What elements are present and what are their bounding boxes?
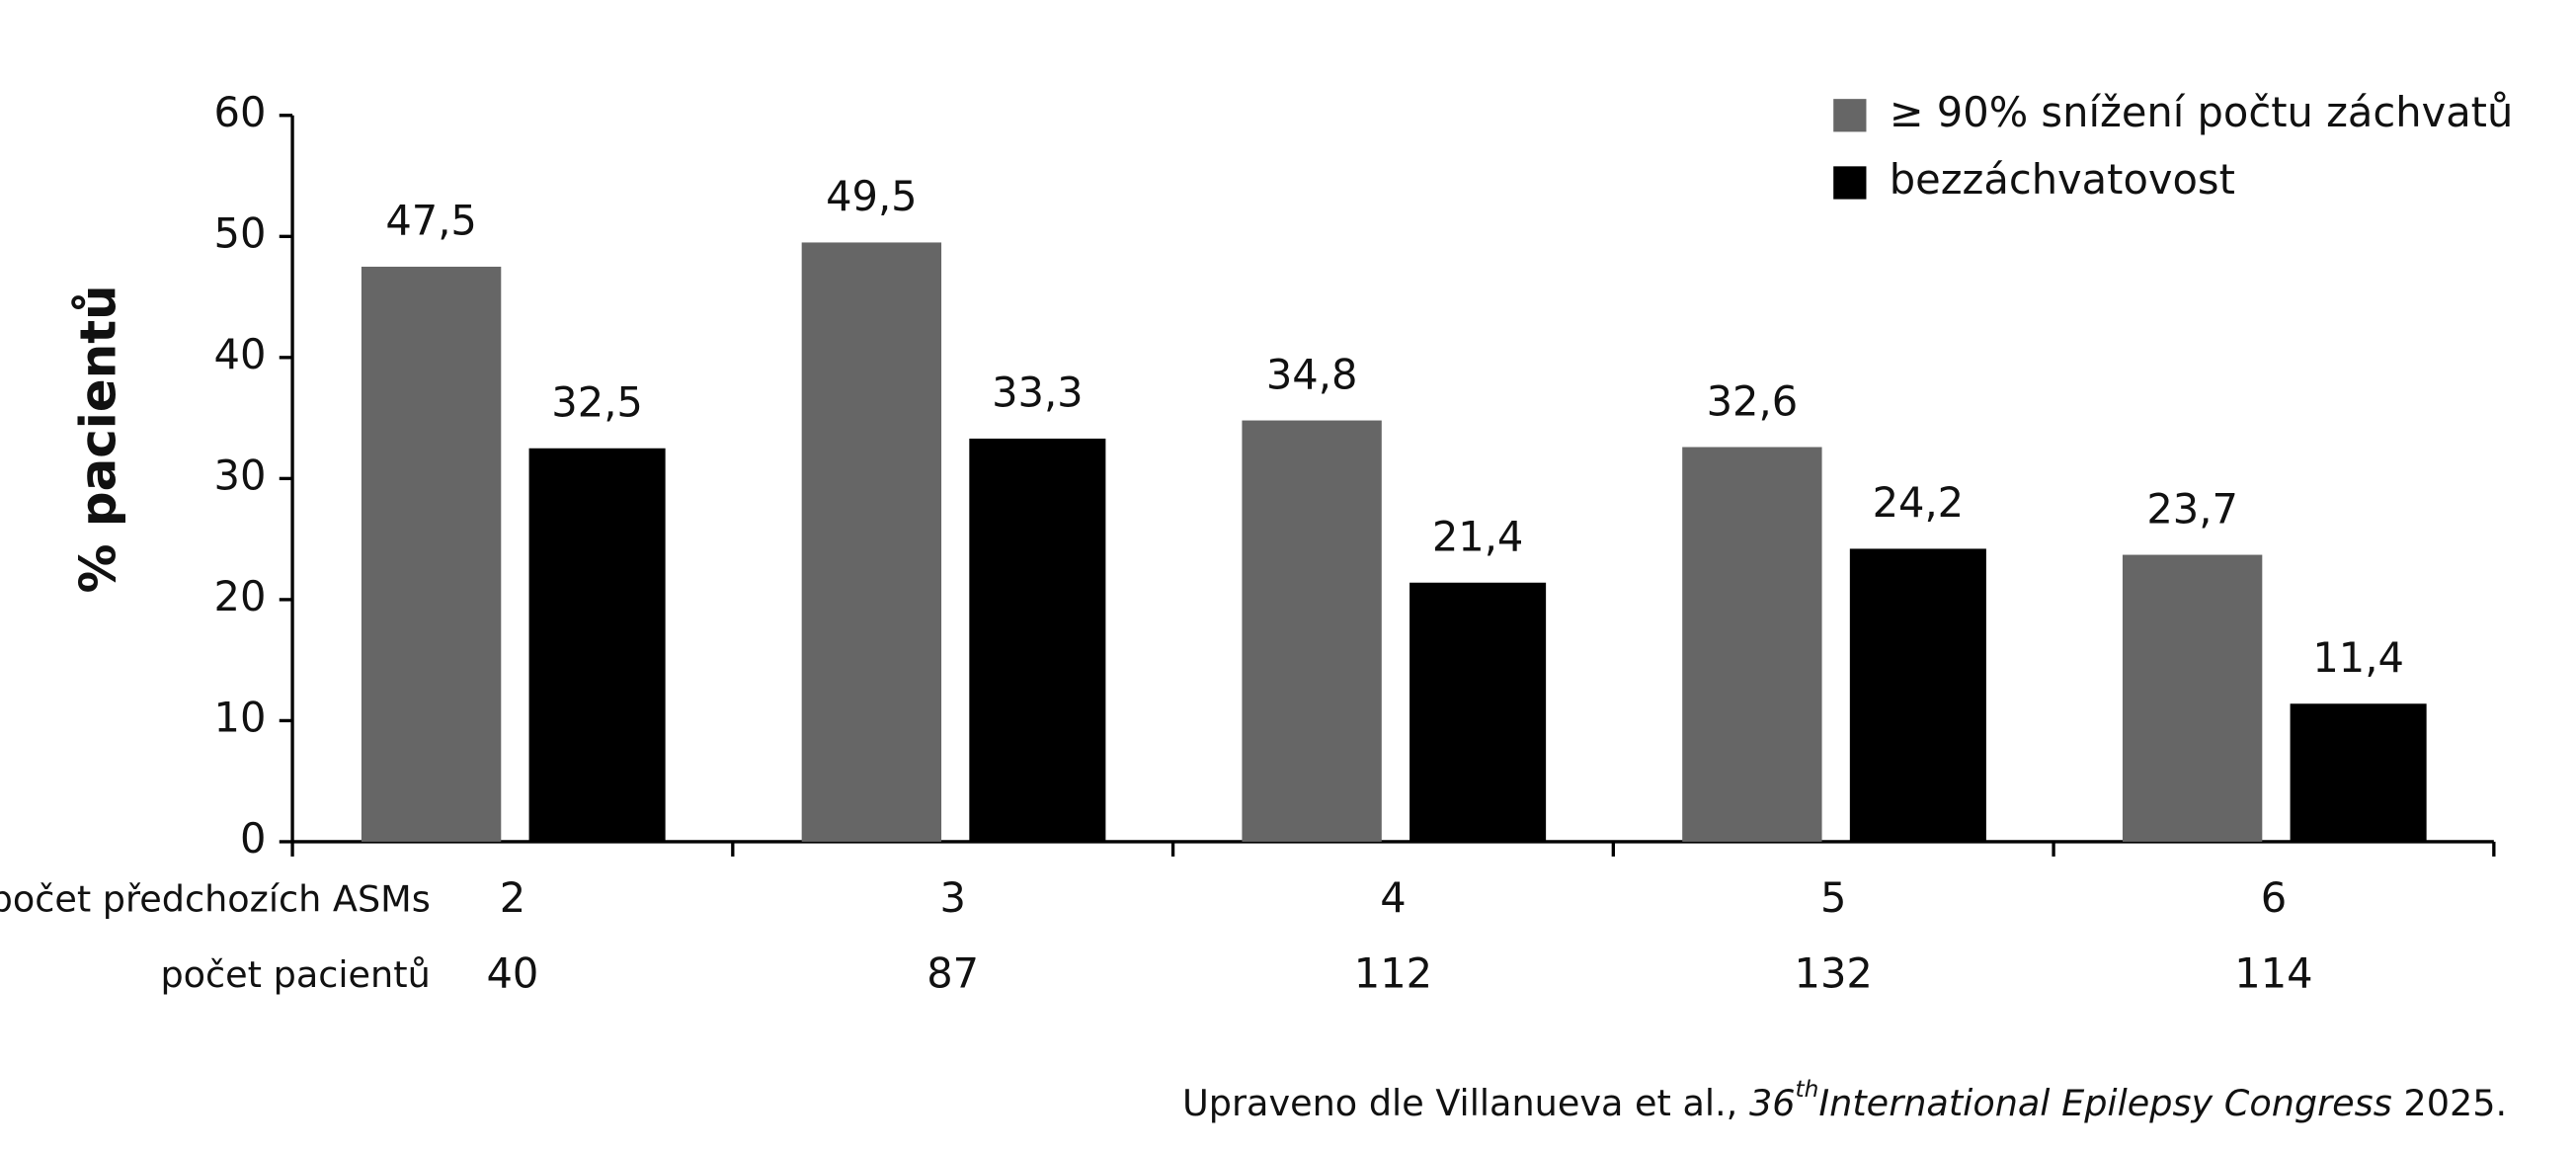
y-tick-label: 40 — [214, 330, 267, 378]
x-tick-label: 5 — [1820, 873, 1846, 922]
x-tick-label: 3 — [939, 873, 965, 922]
bar — [1242, 420, 1382, 842]
x-tick-label: 6 — [2261, 873, 2287, 922]
row-label: počet pacientů — [160, 953, 430, 996]
data-label: 47,5 — [385, 197, 477, 245]
data-label: 24,2 — [1873, 478, 1965, 527]
bar — [2122, 554, 2263, 842]
data-label: 34,8 — [1266, 350, 1358, 398]
y-tick-label: 50 — [214, 208, 267, 257]
bar — [528, 448, 666, 842]
data-label: 21,4 — [1432, 512, 1524, 560]
x-tick-label: 2 — [500, 873, 525, 922]
patient-count: 87 — [926, 948, 979, 997]
data-label: 11,4 — [2312, 633, 2404, 682]
data-label: 32,5 — [551, 377, 643, 426]
data-label: 32,6 — [1707, 376, 1799, 425]
legend-label: ≥ 90% snížení počtu záchvatů — [1890, 88, 2514, 136]
patient-count: 40 — [486, 948, 538, 997]
y-axis-title: % pacientů — [70, 285, 127, 593]
row-label: počet předchozích ASMs — [0, 877, 431, 920]
y-tick-label: 30 — [214, 451, 267, 499]
data-label: 33,3 — [992, 369, 1084, 417]
y-tick-label: 20 — [214, 572, 267, 620]
legend-swatch — [1833, 166, 1867, 200]
y-tick-label: 10 — [214, 693, 267, 741]
y-tick-label: 0 — [240, 814, 266, 863]
patient-count: 132 — [1795, 948, 1873, 997]
patient-count: 112 — [1354, 948, 1432, 997]
bar — [969, 438, 1106, 842]
bar — [1849, 548, 1986, 842]
bar — [1682, 447, 1822, 842]
x-tick-label: 4 — [1380, 873, 1406, 922]
legend-swatch — [1833, 99, 1867, 132]
data-label: 49,5 — [826, 172, 918, 220]
source-note: Upraveno dle Villanueva et al., 36thInte… — [1182, 1076, 2507, 1124]
data-label: 23,7 — [2146, 484, 2238, 533]
bar — [2290, 703, 2427, 842]
y-tick-label: 60 — [214, 88, 267, 136]
bar — [801, 242, 942, 842]
patient-count: 114 — [2234, 948, 2312, 997]
legend-label: bezzáchvatovost — [1890, 155, 2235, 204]
bar — [361, 266, 502, 842]
bar — [1409, 582, 1547, 842]
